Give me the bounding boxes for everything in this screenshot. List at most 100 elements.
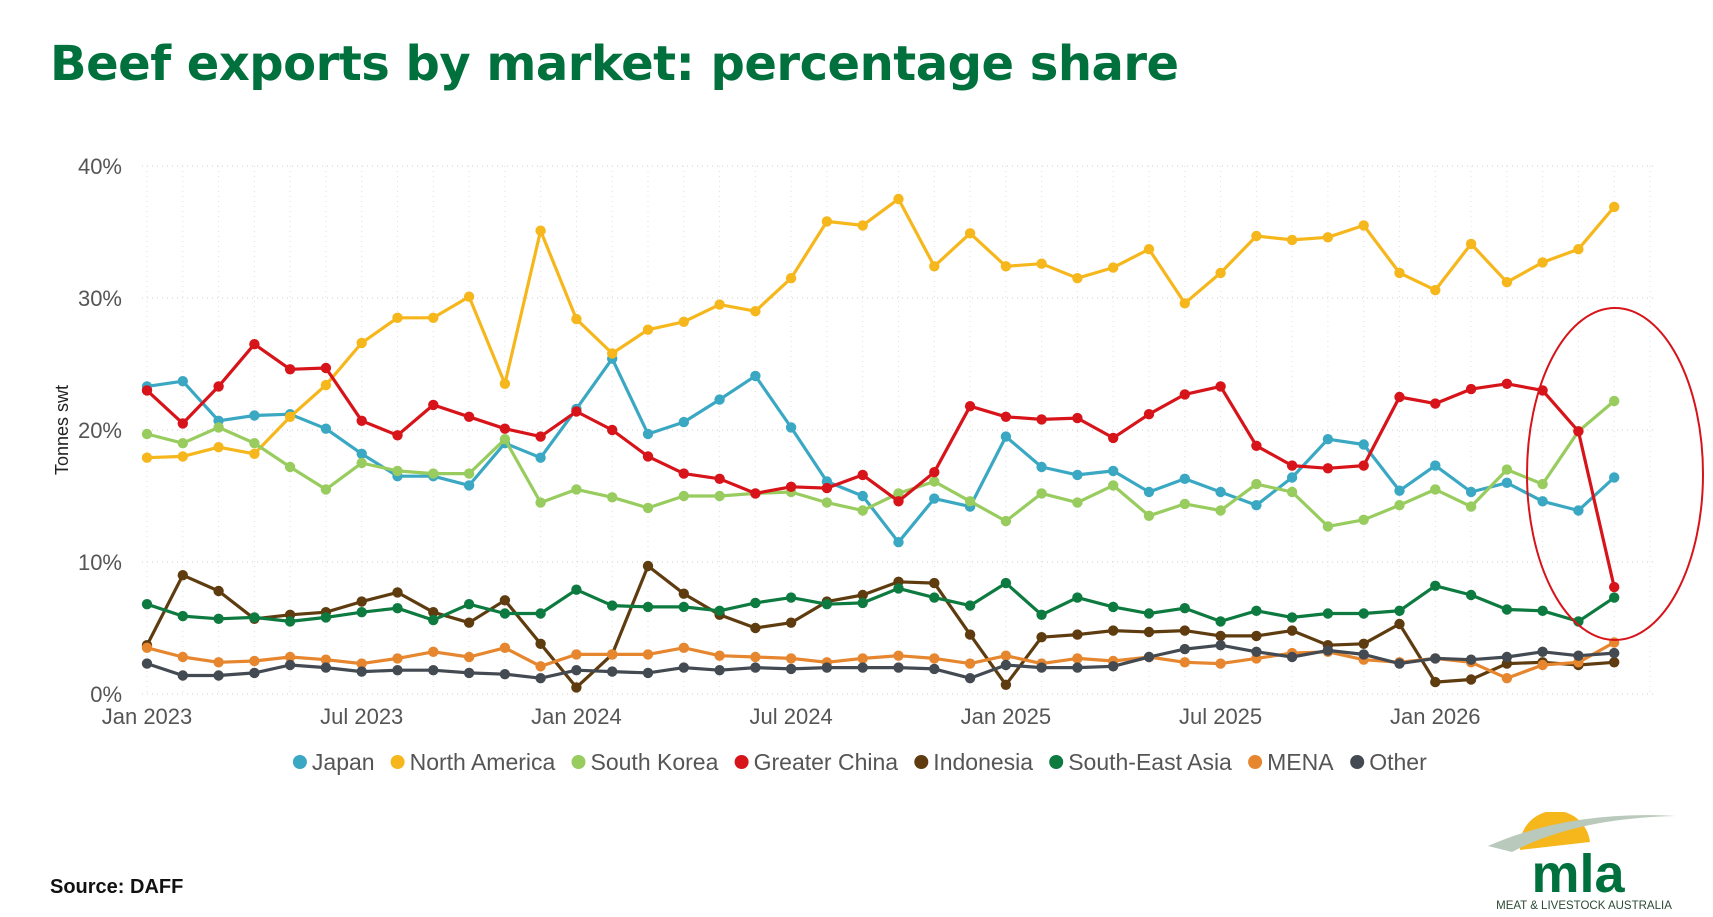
data-point bbox=[320, 654, 332, 665]
data-point bbox=[356, 666, 367, 677]
data-point bbox=[1501, 464, 1513, 475]
data-point bbox=[1179, 473, 1191, 484]
data-point bbox=[642, 428, 654, 440]
series-north-america bbox=[141, 193, 1620, 463]
data-point bbox=[1430, 398, 1441, 409]
data-point bbox=[141, 452, 153, 463]
data-point bbox=[356, 457, 367, 469]
legend-item: North America bbox=[390, 749, 556, 775]
data-point bbox=[785, 592, 797, 603]
data-point bbox=[642, 324, 654, 335]
data-point bbox=[249, 410, 260, 421]
data-point bbox=[1036, 488, 1047, 499]
data-point bbox=[678, 416, 689, 428]
data-point bbox=[1609, 581, 1620, 593]
data-point bbox=[1430, 460, 1441, 471]
data-point bbox=[1394, 485, 1405, 496]
data-point bbox=[1179, 657, 1191, 668]
data-point bbox=[356, 337, 367, 349]
data-point bbox=[1609, 592, 1620, 603]
series-line bbox=[146, 643, 1615, 680]
highlight-ellipse bbox=[1526, 307, 1704, 641]
data-point bbox=[857, 220, 868, 231]
data-point bbox=[642, 667, 654, 679]
x-axis: Jan 2023 Jul 2023 Jan 2024 Jul 2024 Jan 2025… bbox=[102, 704, 1481, 729]
legend-marker bbox=[571, 755, 586, 769]
data-point bbox=[1358, 608, 1369, 619]
data-point bbox=[857, 469, 868, 481]
legend-marker bbox=[1248, 755, 1263, 769]
legend-label: North America bbox=[410, 749, 556, 775]
data-point bbox=[1251, 630, 1262, 642]
data-point bbox=[1000, 515, 1012, 527]
data-point bbox=[964, 496, 976, 507]
data-point bbox=[964, 629, 976, 640]
data-point bbox=[1215, 630, 1226, 642]
data-point bbox=[929, 467, 940, 478]
legend-item: South-East Asia bbox=[1049, 749, 1232, 775]
data-point bbox=[1000, 650, 1012, 661]
data-point bbox=[1537, 257, 1548, 268]
data-point bbox=[1215, 616, 1226, 627]
data-point bbox=[141, 385, 153, 396]
data-point bbox=[177, 610, 188, 622]
data-point bbox=[714, 490, 725, 502]
data-point bbox=[249, 438, 260, 449]
data-point bbox=[821, 482, 833, 494]
x-tick-label: Jul 2023 bbox=[320, 704, 403, 729]
data-point bbox=[929, 592, 940, 603]
series-greater-china bbox=[141, 339, 1620, 593]
data-point bbox=[1322, 645, 1334, 656]
data-point bbox=[607, 348, 618, 359]
data-point bbox=[893, 650, 904, 661]
data-point bbox=[1430, 484, 1441, 495]
data-point bbox=[607, 424, 618, 436]
data-point bbox=[1465, 654, 1477, 665]
data-point bbox=[284, 411, 296, 422]
data-point bbox=[714, 473, 725, 484]
series-line bbox=[146, 357, 1616, 544]
data-point bbox=[1286, 460, 1298, 471]
data-point bbox=[356, 415, 367, 426]
mla-logo: mla MEAT & LIVESTOCK AUSTRALIA bbox=[1480, 810, 1680, 917]
data-point bbox=[1036, 461, 1047, 473]
data-point bbox=[1609, 472, 1620, 483]
data-point bbox=[1000, 261, 1012, 272]
data-point bbox=[857, 597, 868, 609]
legend-label: Indonesia bbox=[933, 749, 1033, 775]
data-point bbox=[1215, 486, 1226, 498]
data-point bbox=[785, 273, 797, 284]
data-point bbox=[750, 651, 761, 663]
legend-label: Other bbox=[1369, 749, 1427, 775]
data-point bbox=[571, 649, 582, 660]
data-point bbox=[571, 313, 582, 325]
data-point bbox=[428, 665, 439, 676]
data-point bbox=[1322, 232, 1334, 243]
data-point bbox=[1108, 601, 1119, 613]
data-point bbox=[964, 658, 976, 669]
data-point bbox=[678, 316, 689, 327]
data-point bbox=[1036, 662, 1047, 673]
data-point bbox=[392, 587, 403, 598]
x-tick-label: Jul 2025 bbox=[1179, 704, 1262, 729]
data-point bbox=[750, 662, 761, 673]
data-point bbox=[428, 468, 439, 479]
legend-item: South Korea bbox=[571, 749, 719, 775]
data-point bbox=[141, 642, 153, 653]
data-point bbox=[893, 537, 904, 548]
data-point bbox=[213, 657, 224, 668]
data-point bbox=[249, 448, 260, 459]
data-point bbox=[499, 434, 511, 445]
data-point bbox=[141, 599, 153, 610]
data-point bbox=[1108, 625, 1119, 636]
legend-label: MENA bbox=[1267, 749, 1334, 775]
data-point bbox=[356, 448, 367, 459]
data-point bbox=[463, 617, 475, 628]
series-line bbox=[146, 197, 1616, 460]
data-point bbox=[1072, 662, 1083, 673]
data-point bbox=[785, 617, 797, 628]
data-point bbox=[1537, 659, 1548, 671]
data-point bbox=[1179, 298, 1191, 309]
data-point bbox=[1501, 477, 1513, 488]
